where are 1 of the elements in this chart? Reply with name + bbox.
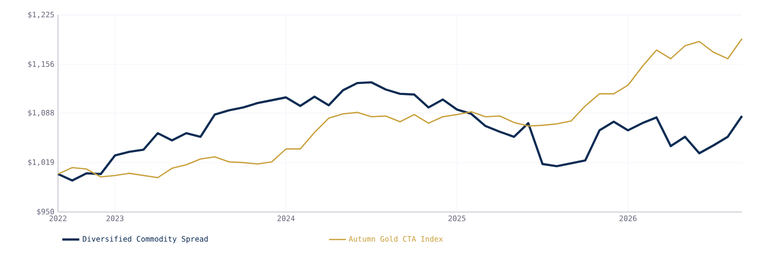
line-series <box>56 81 744 182</box>
